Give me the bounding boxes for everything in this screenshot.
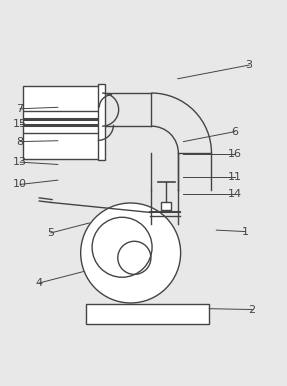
- Text: 2: 2: [249, 305, 256, 315]
- Text: 13: 13: [13, 157, 27, 167]
- Bar: [23, 86, 101, 159]
- Text: 6: 6: [231, 127, 238, 137]
- Text: 11: 11: [228, 172, 242, 182]
- Text: 7: 7: [17, 104, 24, 114]
- Text: 16: 16: [228, 149, 242, 159]
- Bar: [161, 202, 172, 210]
- Bar: [98, 85, 105, 160]
- Text: 1: 1: [241, 227, 248, 237]
- Circle shape: [81, 203, 181, 303]
- Text: 4: 4: [36, 278, 43, 288]
- Text: 5: 5: [47, 228, 54, 238]
- Text: 15: 15: [13, 119, 27, 129]
- Bar: [86, 305, 209, 324]
- Text: 10: 10: [13, 179, 27, 190]
- Text: 3: 3: [246, 60, 253, 70]
- Text: 8: 8: [17, 137, 24, 147]
- Text: 14: 14: [228, 190, 242, 200]
